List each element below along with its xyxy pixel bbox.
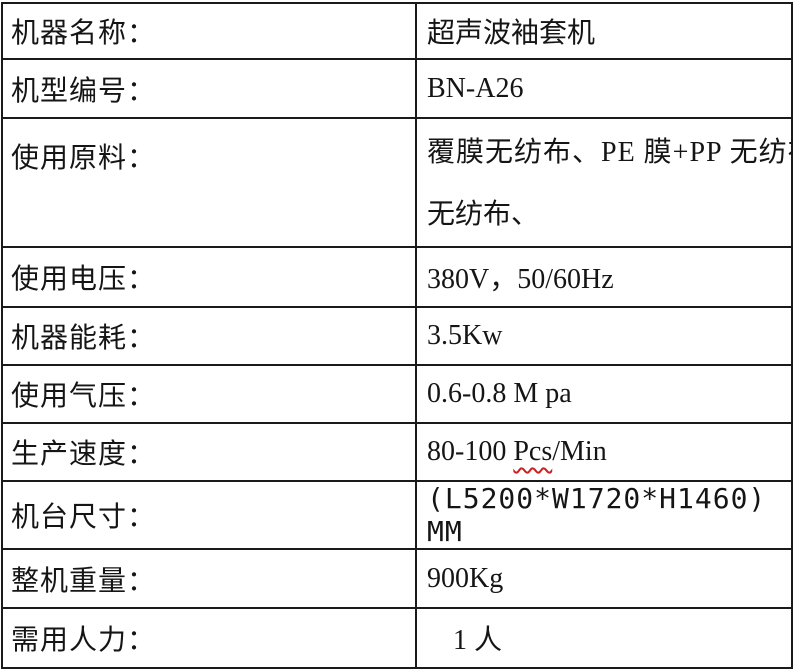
spec-value-power-consumption: 3.5Kw xyxy=(415,306,793,366)
spec-label-machine-weight: 整机重量： xyxy=(1,548,417,609)
table-row-machine-name: 机器名称： 超声波袖套机 xyxy=(1,2,793,60)
spec-label-machine-dimensions: 机台尺寸： xyxy=(1,480,417,550)
table-row-machine-dimensions: 机台尺寸： (L5200*W1720*H1460) MM xyxy=(1,480,793,550)
spec-value-voltage: 380V，50/60Hz xyxy=(415,246,793,308)
spec-value-machine-name: 超声波袖套机 xyxy=(415,2,793,60)
spec-label-raw-materials: 使用原料： xyxy=(1,117,417,248)
spec-value-model-number: BN-A26 xyxy=(415,58,793,119)
spec-label-production-speed: 生产速度： xyxy=(1,422,417,482)
spec-label-model-number: 机型编号： xyxy=(1,58,417,119)
spec-value-air-pressure: 0.6-0.8 M pa xyxy=(415,364,793,424)
table-row-voltage: 使用电压： 380V，50/60Hz xyxy=(1,246,793,308)
speed-value-suffix: /Min xyxy=(552,436,607,467)
spec-label-air-pressure: 使用气压： xyxy=(1,364,417,424)
table-row-raw-materials: 使用原料： 覆膜无纺布、PE 膜+PP 无纺布 无纺布、 xyxy=(1,117,793,248)
spec-value-production-speed: 80-100 Pcs/Min xyxy=(415,422,793,482)
spec-label-manpower: 需用人力： xyxy=(1,607,417,669)
raw-materials-line-2: 无纺布、 xyxy=(427,199,540,230)
spec-value-raw-materials: 覆膜无纺布、PE 膜+PP 无纺布 无纺布、 xyxy=(415,117,793,248)
raw-materials-line-1: 覆膜无纺布、PE 膜+PP 无纺布 xyxy=(427,137,792,168)
spec-label-machine-name: 机器名称： xyxy=(1,2,417,60)
spec-label-voltage: 使用电压： xyxy=(1,246,417,308)
table-row-manpower: 需用人力： 1 人 xyxy=(1,607,793,669)
spec-label-power-consumption: 机器能耗： xyxy=(1,306,417,366)
table-row-machine-weight: 整机重量： 900Kg xyxy=(1,548,793,609)
table-row-production-speed: 生产速度： 80-100 Pcs/Min xyxy=(1,422,793,482)
spec-value-machine-dimensions: (L5200*W1720*H1460) MM xyxy=(415,480,793,550)
speed-value-spellchecked-word: Pcs xyxy=(513,436,553,467)
spec-value-manpower: 1 人 xyxy=(415,607,793,669)
table-row-air-pressure: 使用气压： 0.6-0.8 M pa xyxy=(1,364,793,424)
table-row-model-number: 机型编号： BN-A26 xyxy=(1,58,793,119)
table-row-power-consumption: 机器能耗： 3.5Kw xyxy=(1,306,793,366)
speed-value-prefix: 80-100 xyxy=(427,436,514,467)
spec-value-machine-weight: 900Kg xyxy=(415,548,793,609)
